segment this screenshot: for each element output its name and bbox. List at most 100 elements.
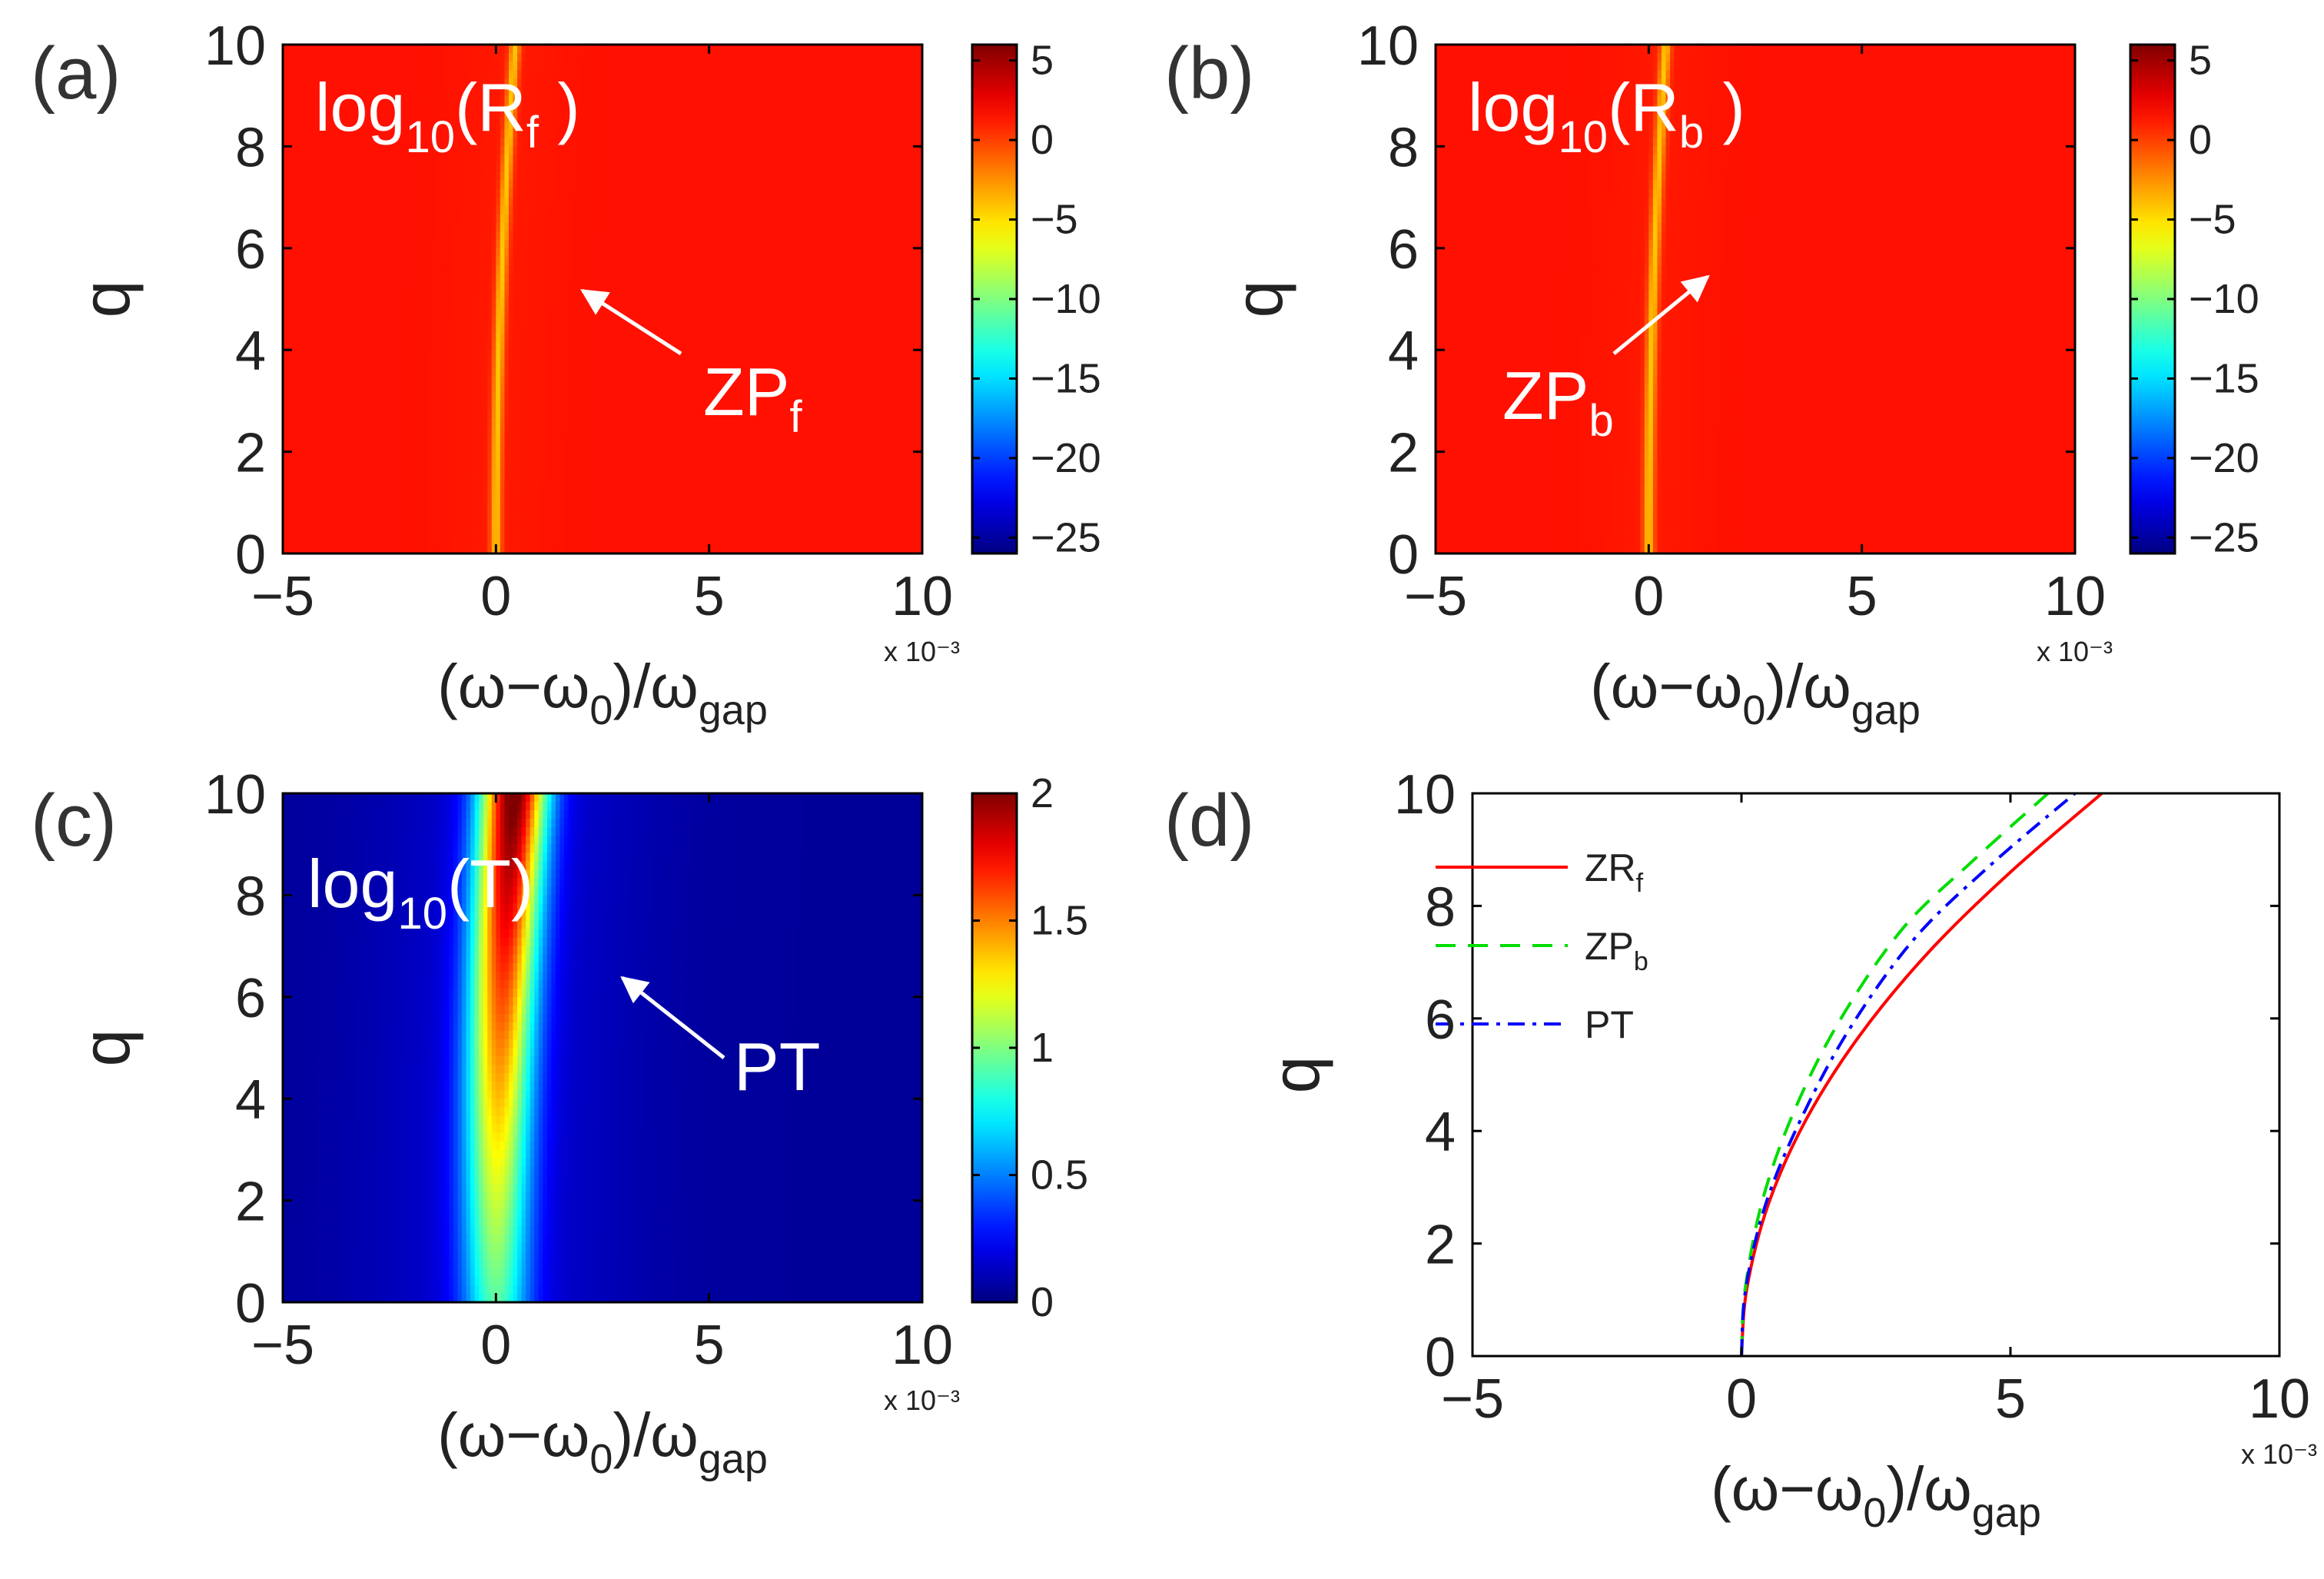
heatmap-cell xyxy=(364,205,369,215)
heatmap-cell xyxy=(683,231,689,241)
heatmap-cell xyxy=(543,256,548,266)
heatmap-cell xyxy=(500,138,506,148)
heatmap-cell xyxy=(632,316,638,325)
heatmap-cell xyxy=(901,146,906,156)
heatmap-cell xyxy=(581,112,586,122)
heatmap-cell xyxy=(530,205,536,215)
heatmap-cell xyxy=(871,138,876,148)
heatmap-cell xyxy=(338,61,344,71)
heatmap-cell xyxy=(675,180,680,190)
heatmap-cell xyxy=(722,188,727,198)
heatmap-cell xyxy=(380,155,386,165)
heatmap-cell xyxy=(350,61,357,71)
heatmap-cell xyxy=(508,264,514,274)
heatmap-cell xyxy=(760,61,765,71)
heatmap-cell xyxy=(347,121,352,131)
heatmap-cell xyxy=(538,138,544,148)
heatmap-cell xyxy=(338,95,344,105)
heatmap-cell xyxy=(828,307,834,317)
heatmap-cell xyxy=(466,299,471,308)
heatmap-cell xyxy=(615,138,620,148)
heatmap-cell xyxy=(436,163,442,173)
heatmap-cell xyxy=(491,239,497,249)
heatmap-cell xyxy=(576,129,583,139)
heatmap-cell xyxy=(508,290,514,300)
heatmap-cell xyxy=(760,299,765,308)
heatmap-cell xyxy=(755,316,762,325)
heatmap-cell xyxy=(551,95,556,105)
heatmap-cell xyxy=(905,299,911,308)
heatmap-cell xyxy=(367,129,374,139)
heatmap-cell xyxy=(717,239,723,249)
heatmap-cell xyxy=(593,53,599,62)
heatmap-cell xyxy=(444,95,450,105)
heatmap-cell xyxy=(725,45,732,54)
heatmap-cell xyxy=(457,239,463,249)
heatmap-cell xyxy=(564,307,569,317)
heatmap-cell xyxy=(879,248,885,258)
heatmap-cell xyxy=(287,78,292,88)
heatmap-cell xyxy=(772,70,779,79)
heatmap-cell xyxy=(790,95,795,105)
heatmap-cell xyxy=(423,273,429,283)
heatmap-cell xyxy=(794,129,799,139)
heatmap-cell xyxy=(367,61,374,71)
heatmap-cell xyxy=(364,180,369,190)
heatmap-cell xyxy=(832,316,838,325)
heatmap-cell xyxy=(500,222,506,232)
heatmap-cell xyxy=(474,222,480,232)
heatmap-cell xyxy=(410,95,416,105)
heatmap-cell xyxy=(342,299,347,308)
heatmap-cell xyxy=(713,112,719,122)
heatmap-cell xyxy=(752,197,757,207)
heatmap-cell xyxy=(709,205,715,215)
heatmap-cell xyxy=(559,290,565,300)
heatmap-cell xyxy=(755,273,762,283)
heatmap-cell xyxy=(837,95,842,105)
heatmap-cell xyxy=(696,231,702,241)
heatmap-cell xyxy=(538,95,544,105)
heatmap-cell xyxy=(444,281,450,291)
heatmap-cell xyxy=(798,146,804,156)
heatmap-cell xyxy=(466,129,471,139)
heatmap-cell xyxy=(474,290,480,300)
heatmap-cell xyxy=(884,87,889,96)
heatmap-cell xyxy=(837,316,842,325)
heatmap-cell xyxy=(747,231,752,241)
heatmap-cell xyxy=(713,121,719,131)
heatmap-cell xyxy=(743,197,749,207)
heatmap-cell xyxy=(317,248,322,258)
heatmap-cell xyxy=(338,316,344,325)
heatmap-cell xyxy=(581,45,586,54)
heatmap-cell xyxy=(871,307,876,317)
heatmap-cell xyxy=(377,163,382,173)
heatmap-cell xyxy=(879,231,885,241)
heatmap-cell xyxy=(312,188,318,198)
heatmap-cell xyxy=(466,138,471,148)
heatmap-cell xyxy=(658,205,663,215)
heatmap-cell xyxy=(743,180,749,190)
heatmap-cell xyxy=(397,222,403,232)
heatmap-cell xyxy=(645,231,650,241)
heatmap-cell xyxy=(615,61,620,71)
heatmap-cell xyxy=(449,87,454,96)
heatmap-cell xyxy=(854,197,859,207)
heatmap-cell xyxy=(526,316,531,325)
heatmap-cell xyxy=(317,146,322,156)
heatmap-cell xyxy=(798,273,804,283)
heatmap-cell xyxy=(355,138,360,148)
heatmap-cell xyxy=(521,222,526,232)
heatmap-cell xyxy=(347,273,352,283)
heatmap-cell xyxy=(807,239,812,249)
heatmap-cell xyxy=(790,264,795,274)
heatmap-cell xyxy=(832,121,838,131)
heatmap-cell xyxy=(573,146,578,156)
heatmap-cell xyxy=(372,138,377,148)
heatmap-cell xyxy=(739,138,744,148)
heatmap-cell xyxy=(325,78,330,88)
heatmap-cell xyxy=(662,70,667,79)
heatmap-cell xyxy=(402,197,407,207)
heatmap-cell xyxy=(334,180,339,190)
heatmap-cell xyxy=(769,290,774,300)
heatmap-cell xyxy=(666,70,672,79)
